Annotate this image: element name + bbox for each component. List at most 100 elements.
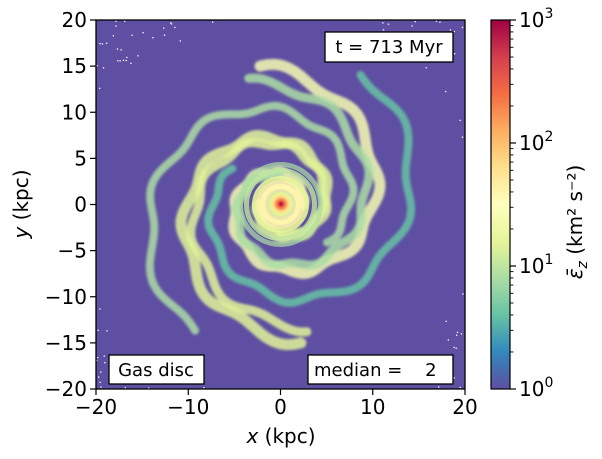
time-annotation: t = 713 Myr (324, 31, 454, 63)
median-annotation: median = 2 (307, 354, 454, 385)
colorbar-tick: 100 (510, 375, 553, 401)
noise-pixel (104, 362, 106, 364)
x-tick: −10 (167, 389, 209, 419)
noise-pixel (460, 333, 463, 335)
y-axis-ticks: −20 −15 −10 −5 0 5 10 15 20 (45, 8, 96, 401)
noise-pixel (456, 331, 459, 333)
y-tick-label: 5 (74, 146, 87, 170)
noise-pixel (455, 347, 457, 349)
y-tick: 20 (62, 8, 96, 32)
noise-pixel (125, 59, 127, 62)
noise-pixel (453, 346, 455, 349)
x-tick: 10 (360, 389, 385, 419)
y-tick: −15 (45, 331, 96, 355)
x-axis-label: x (kpc) (245, 424, 315, 448)
noise-pixel (142, 32, 144, 34)
noise-pixel (462, 293, 464, 295)
noise-pixel (100, 386, 102, 388)
noise-pixel (435, 20, 438, 22)
noise-pixel (461, 136, 464, 138)
noise-pixel (103, 355, 105, 357)
noise-pixel (96, 65, 98, 67)
noise-pixel (124, 387, 126, 389)
time-annotation-text: t = 713 Myr (335, 37, 443, 58)
y-tick-label: 20 (62, 8, 87, 32)
colorbar-label: ε̄z (km² s⁻²) (563, 165, 591, 280)
noise-pixel (456, 334, 458, 336)
noise-pixel (411, 25, 413, 27)
noise-pixel (438, 386, 440, 388)
noise-pixel (99, 308, 101, 310)
y-axis-label: y (kpc) (9, 169, 33, 239)
noise-pixel (163, 34, 166, 36)
noise-pixel (120, 49, 122, 51)
noise-pixel (99, 87, 101, 89)
noise-pixel (459, 119, 461, 121)
y-tick-label: 0 (74, 193, 87, 217)
noise-pixel (179, 40, 181, 42)
noise-pixel (445, 90, 447, 93)
noise-pixel (382, 29, 385, 31)
y-tick: 10 (62, 100, 96, 124)
colorbar-ticks: 100 101 102 103 (510, 6, 553, 401)
spiral-arm (145, 101, 358, 335)
noise-pixel (453, 30, 455, 33)
x-tick: 20 (452, 389, 478, 419)
noise-pixel (126, 56, 128, 59)
median-annotation-text: median = 2 (314, 360, 437, 381)
noise-pixel (425, 67, 427, 69)
noise-pixel (454, 53, 456, 55)
x-axis-ticks: −20 −10 0 10 20 (75, 389, 478, 419)
noise-pixel (170, 22, 172, 24)
heatmap-image (96, 20, 465, 389)
y-tick: 15 (62, 54, 96, 78)
noise-pixel (101, 43, 104, 45)
y-tick: −10 (45, 285, 96, 309)
colorbar-tick-label: 101 (519, 252, 553, 278)
noise-pixel (117, 60, 119, 62)
inner-ring (244, 168, 317, 241)
noise-pixel (174, 26, 176, 29)
y-tick: −20 (45, 377, 96, 401)
noise-pixel (447, 339, 449, 341)
inner-ring (252, 176, 309, 233)
noise-pixel (130, 62, 132, 64)
noise-pixel (453, 377, 455, 379)
noise-pixel (163, 27, 165, 29)
noise-pixel (414, 21, 416, 23)
noise-pixel (100, 371, 102, 373)
noise-pixel (115, 20, 117, 22)
noise-pixel (115, 25, 117, 27)
noise-pixel (152, 37, 154, 39)
colorbar-frame (490, 19, 511, 390)
noise-pixel (97, 356, 99, 359)
noise-pixel (98, 376, 100, 378)
noise-pixel (97, 329, 99, 331)
y-tick-label: −10 (45, 285, 87, 309)
noise-pixel (137, 55, 139, 57)
y-tick: 0 (74, 193, 96, 217)
x-tick-label: −20 (75, 395, 117, 419)
x-tick-label: 0 (274, 395, 287, 419)
noise-pixel (102, 67, 105, 69)
noise-pixel (106, 42, 108, 44)
y-tick-label: 10 (62, 100, 87, 124)
colorbar-tick: 101 (510, 252, 553, 278)
colorbar-tick-label: 103 (519, 6, 553, 32)
x-tick: −20 (75, 389, 117, 419)
y-tick: −5 (58, 239, 96, 263)
noise-pixel (112, 35, 114, 37)
spiral-arm (231, 73, 374, 270)
component-annotation-text: Gas disc (118, 360, 194, 381)
x-tick: 0 (274, 389, 287, 419)
colorbar-tick-label: 100 (519, 375, 553, 401)
noise-pixel (99, 43, 101, 45)
noise-pixel (116, 48, 119, 50)
noise-pixel (148, 387, 150, 389)
noise-pixel (449, 29, 452, 31)
x-tick-label: 10 (360, 395, 385, 419)
inner-ring (238, 162, 323, 247)
y-tick-label: −5 (58, 239, 87, 263)
noise-pixel (445, 320, 447, 322)
